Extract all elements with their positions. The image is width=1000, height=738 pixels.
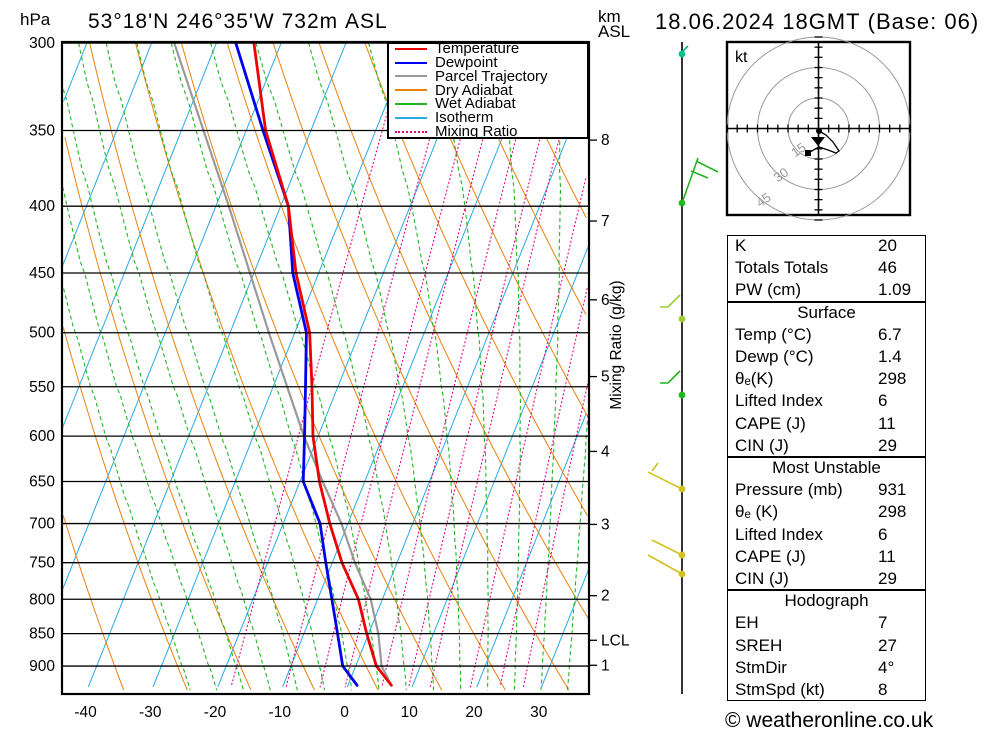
svg-text:750: 750 — [29, 555, 55, 572]
svg-text:1: 1 — [601, 657, 610, 674]
svg-text:-40: -40 — [74, 704, 97, 721]
svg-text:350: 350 — [29, 122, 55, 139]
svg-text:450: 450 — [29, 265, 55, 282]
svg-text:-20: -20 — [204, 704, 227, 721]
svg-text:LCL: LCL — [601, 632, 630, 649]
svg-text:10: 10 — [401, 704, 419, 721]
svg-text:550: 550 — [29, 379, 55, 396]
svg-text:800: 800 — [29, 591, 55, 608]
svg-text:700: 700 — [29, 516, 55, 533]
svg-text:850: 850 — [29, 626, 55, 643]
svg-text:3: 3 — [601, 516, 610, 533]
svg-text:kt: kt — [735, 49, 748, 66]
svg-text:650: 650 — [29, 474, 55, 491]
svg-text:300: 300 — [29, 35, 55, 52]
svg-text:2: 2 — [601, 588, 610, 605]
svg-text:7: 7 — [601, 213, 610, 230]
svg-text:-10: -10 — [269, 704, 292, 721]
svg-text:20: 20 — [465, 704, 483, 721]
svg-text:400: 400 — [29, 198, 55, 215]
svg-text:500: 500 — [29, 325, 55, 342]
svg-text:900: 900 — [29, 658, 55, 675]
svg-text:-30: -30 — [139, 704, 162, 721]
svg-text:0: 0 — [340, 704, 349, 721]
svg-text:600: 600 — [29, 428, 55, 445]
svg-text:30: 30 — [530, 704, 548, 721]
